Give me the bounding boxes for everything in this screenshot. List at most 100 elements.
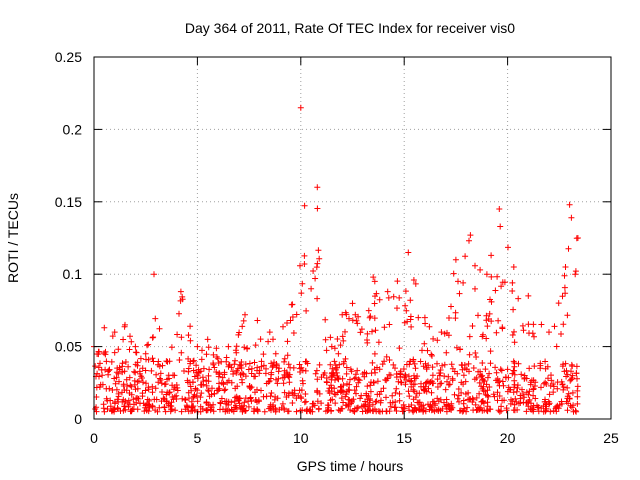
data-point: [484, 323, 491, 330]
data-point: [119, 363, 126, 370]
data-point: [355, 376, 362, 383]
data-point: [396, 390, 403, 397]
data-point: [345, 396, 352, 403]
data-point: [221, 387, 228, 394]
data-point: [200, 381, 207, 388]
data-point: [285, 373, 292, 380]
data-point: [132, 369, 139, 376]
data-point: [109, 333, 116, 340]
data-point: [153, 396, 160, 403]
data-point: [104, 406, 111, 412]
data-point: [497, 223, 504, 230]
data-point: [478, 398, 485, 405]
data-point: [499, 397, 506, 404]
data-point: [371, 300, 378, 307]
data-point: [531, 333, 537, 340]
data-point: [573, 363, 580, 370]
data-point: [494, 273, 501, 280]
data-point: [526, 365, 533, 372]
peak-point: [483, 271, 490, 278]
data-point: [322, 408, 329, 415]
peak-point: [122, 321, 128, 328]
x-tick-label: 15: [396, 430, 412, 446]
data-point: [115, 346, 122, 353]
data-point: [526, 396, 533, 403]
data-point: [279, 400, 286, 407]
data-point: [95, 364, 102, 371]
data-point: [241, 344, 248, 351]
data-point: [316, 255, 323, 262]
data-point: [343, 370, 350, 377]
data-point: [514, 385, 521, 391]
data-point: [371, 350, 378, 357]
data-point: [445, 332, 452, 339]
data-point: [483, 317, 490, 324]
data-point: [230, 371, 237, 377]
data-point: [210, 351, 217, 358]
data-point: [285, 361, 292, 368]
data-point: [353, 383, 360, 390]
data-point: [402, 381, 409, 388]
data-point: [105, 371, 112, 378]
data-point: [572, 407, 579, 414]
y-tick-label: 0.05: [55, 339, 82, 355]
data-point: [426, 323, 433, 330]
data-point: [131, 377, 138, 384]
data-point: [92, 406, 99, 412]
data-point: [187, 323, 194, 330]
data-point: [194, 372, 201, 379]
data-point: [456, 290, 463, 297]
data-point: [574, 375, 580, 382]
data-point: [511, 339, 518, 346]
data-point: [215, 373, 222, 380]
data-point: [482, 391, 489, 398]
data-point: [159, 362, 166, 369]
data-point: [434, 376, 441, 383]
data-point: [156, 325, 163, 332]
data-point: [495, 407, 502, 414]
data-point: [511, 371, 518, 378]
data-point: [323, 347, 330, 354]
data-point: [190, 367, 197, 374]
data-point: [314, 295, 321, 302]
data-point: [407, 358, 413, 365]
data-point: [214, 355, 221, 362]
peak-point: [438, 329, 445, 336]
data-point: [293, 408, 300, 415]
data-point: [258, 358, 265, 365]
peak-point: [177, 288, 184, 295]
data-point: [412, 405, 419, 412]
data-point: [206, 366, 213, 373]
data-point: [558, 331, 564, 337]
data-point: [314, 388, 321, 394]
data-point: [483, 381, 490, 388]
data-point: [428, 389, 435, 396]
data-point: [383, 394, 389, 401]
data-point: [331, 345, 338, 352]
data-point: [411, 360, 418, 367]
data-point: [424, 347, 431, 354]
data-point: [437, 396, 444, 403]
data-point: [315, 406, 322, 413]
data-point: [298, 387, 305, 394]
data-point: [422, 320, 429, 327]
data-point: [285, 390, 292, 397]
data-point: [328, 382, 334, 389]
data-point: [133, 395, 140, 402]
data-point: [347, 366, 354, 373]
data-point: [475, 404, 482, 411]
data-point: [434, 395, 441, 402]
data-point: [390, 293, 397, 300]
data-point: [106, 366, 113, 373]
data-point: [405, 403, 412, 410]
data-point: [480, 331, 486, 338]
data-point: [473, 354, 480, 360]
data-point: [236, 361, 243, 368]
data-point: [523, 408, 530, 415]
data-point: [178, 349, 185, 356]
data-point: [132, 386, 139, 393]
data-point: [245, 366, 252, 373]
data-point: [123, 376, 130, 383]
data-point: [246, 360, 253, 367]
data-point: [263, 365, 269, 372]
